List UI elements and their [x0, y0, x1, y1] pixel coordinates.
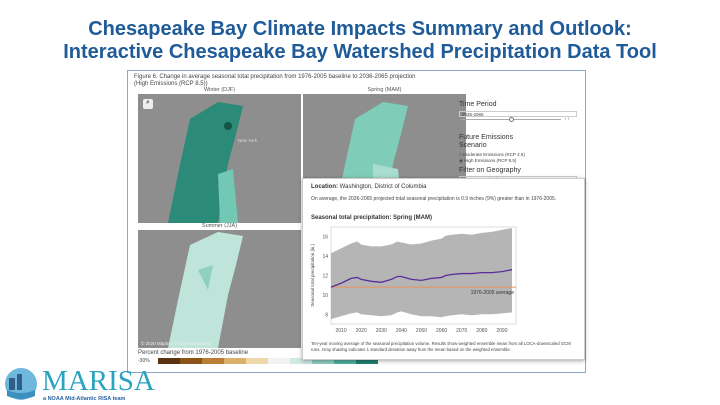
map-label-winter: Winter (DJF)	[203, 87, 236, 93]
map-summer[interactable]: © 2020 Mapbox © OpenStreetMap	[138, 230, 301, 348]
y-axis-label: Seasonal total precipitation [in.]	[310, 244, 315, 307]
geography-label: Filter on Geography	[459, 167, 521, 174]
time-period-label: Time Period	[459, 101, 497, 108]
marisa-brand: MARISA	[42, 365, 155, 397]
legend-swatch	[180, 358, 202, 364]
marisa-logo-icon	[5, 368, 37, 400]
marisa-tagline: a NOAA Mid-Atlantic RISA team	[43, 396, 126, 402]
map-attribution: © 2020 Mapbox © OpenStreetMap	[141, 341, 211, 346]
summary-text: On average, the 2036-2065 projected tota…	[311, 196, 557, 202]
legend-swatch	[290, 358, 312, 364]
legend-swatch	[334, 358, 356, 364]
figure-caption: Figure 6. Change in average seasonal tot…	[134, 74, 416, 87]
std-dev-band	[331, 227, 512, 320]
location-popup: Location: Washington, District of Columb…	[302, 178, 585, 360]
map-label-summer: Summer (JJA)	[201, 223, 238, 229]
legend-swatch	[202, 358, 224, 364]
city-label: New York	[238, 138, 258, 143]
x-tick-label: 2090	[496, 328, 507, 334]
radio-high[interactable]: ◉ High Emissions (RCP 8.5)	[459, 158, 517, 163]
time-period-input[interactable]: 2036-2065	[459, 111, 577, 117]
color-legend: -30%	[138, 358, 418, 366]
x-tick-label: 2060	[436, 328, 447, 334]
x-tick-label: 2070	[456, 328, 467, 334]
legend-swatch	[158, 358, 180, 364]
x-tick-label: 2030	[376, 328, 387, 334]
map-winter[interactable]: ⌕ New York	[138, 94, 301, 223]
legend-swatch	[246, 358, 268, 364]
slide-title-line2: Interactive Chesapeake Bay Watershed Pre…	[63, 41, 657, 63]
search-icon[interactable]: ⌕	[143, 99, 153, 109]
radio-moderate[interactable]: ○ Moderate Emissions (RCP 4.5)	[459, 152, 525, 157]
time-period-slider[interactable]	[461, 117, 561, 122]
chart-title: Seasonal total precipitation: Spring (MA…	[311, 215, 433, 221]
legend-title: Percent change from 1976-2005 baseline	[138, 350, 249, 356]
y-tick-label: 10	[322, 293, 328, 299]
emissions-label: Future Emissions Scenario	[459, 134, 514, 149]
slider-handle[interactable]	[509, 117, 514, 122]
y-tick-label: 14	[322, 254, 328, 260]
precip-chart: 1976-2005 average 2010 2020 2030 2040 2050 206…	[310, 226, 517, 334]
location: Location: Washington, District of Columb…	[311, 184, 427, 190]
legend-swatch	[268, 358, 290, 364]
x-tick-label: 2020	[356, 328, 367, 334]
map-label-spring: Spring (MAM)	[367, 87, 402, 93]
baseline-label: 1976-2005 average	[471, 290, 515, 296]
x-tick-label: 2050	[416, 328, 427, 334]
x-tick-label: 2040	[396, 328, 407, 334]
mean-line	[330, 269, 513, 288]
chart-footnote: Ten-year moving average of the seasonal …	[311, 341, 571, 352]
legend-swatch	[356, 358, 378, 364]
y-tick-label: 8	[325, 312, 328, 318]
slider-step-buttons[interactable]: ‹ ›	[565, 116, 570, 121]
y-tick-label: 12	[322, 274, 328, 280]
legend-swatch	[224, 358, 246, 364]
slide-title-line1: Chesapeake Bay Climate Impacts Summary a…	[88, 18, 632, 40]
y-tick-label: 16	[322, 235, 328, 241]
x-tick-label: 2080	[476, 328, 487, 334]
legend-swatch	[312, 358, 334, 364]
x-tick-label: 2010	[335, 328, 346, 334]
